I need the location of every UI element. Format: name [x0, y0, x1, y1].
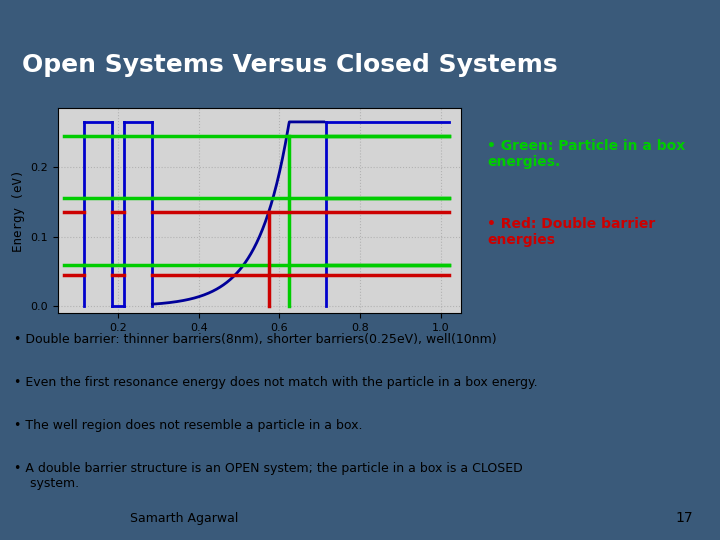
Text: Open Systems Versus Closed Systems: Open Systems Versus Closed Systems [22, 53, 557, 77]
Text: • Double barrier: thinner barriers(8nm), shorter barriers(0.25eV), well(10nm): • Double barrier: thinner barriers(8nm),… [14, 333, 497, 346]
Text: • Green: Particle in a box energies.: • Green: Particle in a box energies. [487, 139, 685, 169]
Text: • A double barrier structure is an OPEN system; the particle in a box is a CLOSE: • A double barrier structure is an OPEN … [14, 462, 523, 490]
Text: • The well region does not resemble a particle in a box.: • The well region does not resemble a pa… [14, 419, 363, 432]
Text: • Even the first resonance energy does not match with the particle in a box ener: • Even the first resonance energy does n… [14, 376, 538, 389]
Text: • Red: Double barrier energies: • Red: Double barrier energies [487, 217, 655, 247]
Y-axis label: Energy (eV): Energy (eV) [12, 170, 24, 252]
Text: Samarth Agarwal: Samarth Agarwal [130, 512, 238, 525]
Text: 17: 17 [675, 511, 693, 525]
